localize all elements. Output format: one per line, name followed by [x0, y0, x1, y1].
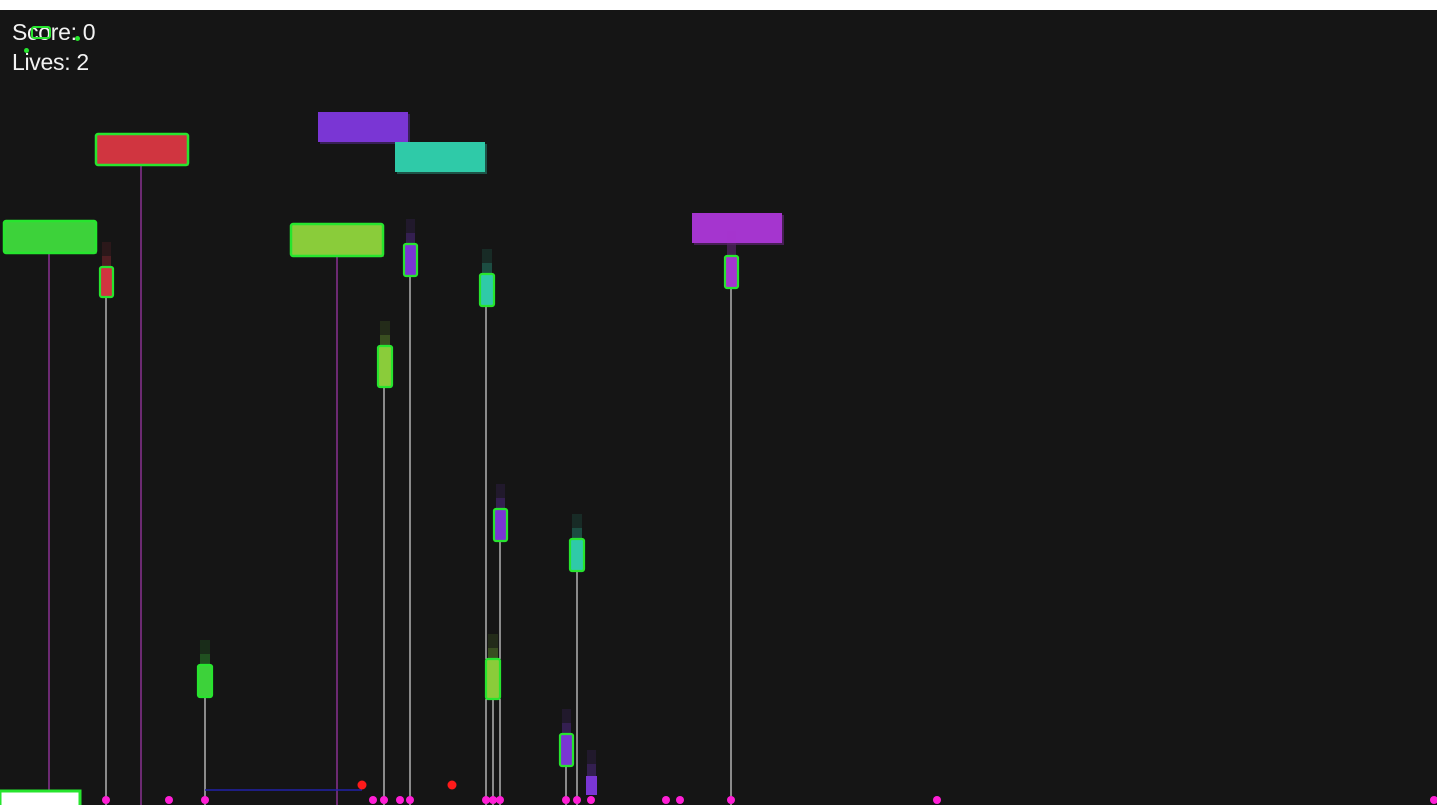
detection-box [402, 242, 419, 278]
projectile-purple-4 [586, 776, 597, 795]
projectile-trail [562, 723, 571, 735]
score-value: 0 [82, 19, 96, 45]
projectile-trail [200, 654, 210, 666]
detection-box [98, 265, 115, 299]
lives-value: 2 [76, 49, 89, 75]
detection-box [478, 272, 496, 308]
projectile-lime-2 [487, 660, 499, 698]
ground-marker [676, 796, 684, 804]
ground-marker [396, 796, 404, 804]
projectile-trail [496, 484, 505, 510]
ground-marker [933, 796, 941, 804]
hazard-dot [447, 780, 457, 790]
projectile-trail [562, 709, 571, 735]
detection-box [723, 254, 740, 290]
projectile-trail [572, 514, 582, 540]
detection-box [2, 219, 98, 255]
player-paddle[interactable] [0, 791, 80, 805]
ground-marker [165, 796, 173, 804]
projectile-trail [496, 498, 505, 510]
score-display: Score: 0 [12, 19, 96, 46]
detection-box [376, 344, 394, 389]
projectile-trail [406, 233, 415, 245]
detection-box [196, 663, 214, 699]
detection-box [558, 732, 575, 768]
ground-marker [727, 796, 735, 804]
projectile-red [101, 268, 112, 296]
detection-box [289, 222, 385, 258]
target-teal[interactable] [395, 142, 485, 172]
detection-box [568, 537, 586, 573]
projectile-trail [102, 256, 111, 268]
projectile-green [199, 666, 211, 696]
lives-label: Lives: [12, 49, 71, 75]
ground-marker [102, 796, 110, 804]
projectile-lime-1 [379, 347, 391, 386]
target-lime[interactable] [292, 225, 382, 255]
projectile-trail [727, 245, 736, 257]
projectile-trail [482, 249, 492, 275]
projectile-trail [380, 335, 390, 347]
projectile-trail [406, 219, 415, 245]
projectile-teal-2 [571, 540, 583, 570]
ground-marker [482, 796, 490, 804]
game-scene [0, 112, 1437, 805]
projectile-trail [102, 242, 111, 268]
projectile-trail [200, 640, 210, 666]
ground-marker [573, 796, 581, 804]
projectile-purple-2 [495, 510, 506, 540]
game-canvas[interactable]: Score: 0 Lives: 2 [0, 10, 1437, 805]
projectile-trail [482, 263, 492, 275]
projectile-trail [572, 528, 582, 540]
detection-box [0, 789, 82, 805]
projectile-trail [380, 321, 390, 347]
target-violet[interactable] [692, 213, 782, 243]
projectile-trail [488, 634, 498, 660]
lives-display: Lives: 2 [12, 49, 89, 76]
projectile-trail [727, 231, 736, 257]
ground-marker [496, 796, 504, 804]
ground-marker [369, 796, 377, 804]
target-purple[interactable] [318, 112, 408, 142]
detection-box [492, 507, 509, 543]
ground-marker [201, 796, 209, 804]
projectile-trail [587, 764, 596, 776]
projectile-purple-3 [561, 735, 572, 765]
ground-marker [587, 796, 595, 804]
projectile-violet [726, 257, 737, 287]
hud-detection-dot [75, 36, 80, 41]
ground-marker [562, 796, 570, 804]
hud-detection-dot [24, 48, 29, 53]
detection-box [94, 132, 190, 167]
ground-marker [662, 796, 670, 804]
ground-marker [406, 796, 414, 804]
projectile-purple-1 [405, 245, 416, 275]
projectile-trail [488, 648, 498, 660]
ground-marker [380, 796, 388, 804]
target-red[interactable] [97, 135, 187, 164]
detection-box [484, 657, 502, 701]
projectile-trail [587, 750, 596, 776]
ground-marker [1430, 796, 1437, 804]
ground-marker [489, 796, 497, 804]
score-label: Score: [12, 19, 77, 45]
projectile-teal-1 [481, 275, 493, 305]
hazard-dot [357, 780, 367, 790]
target-green[interactable] [5, 222, 95, 252]
